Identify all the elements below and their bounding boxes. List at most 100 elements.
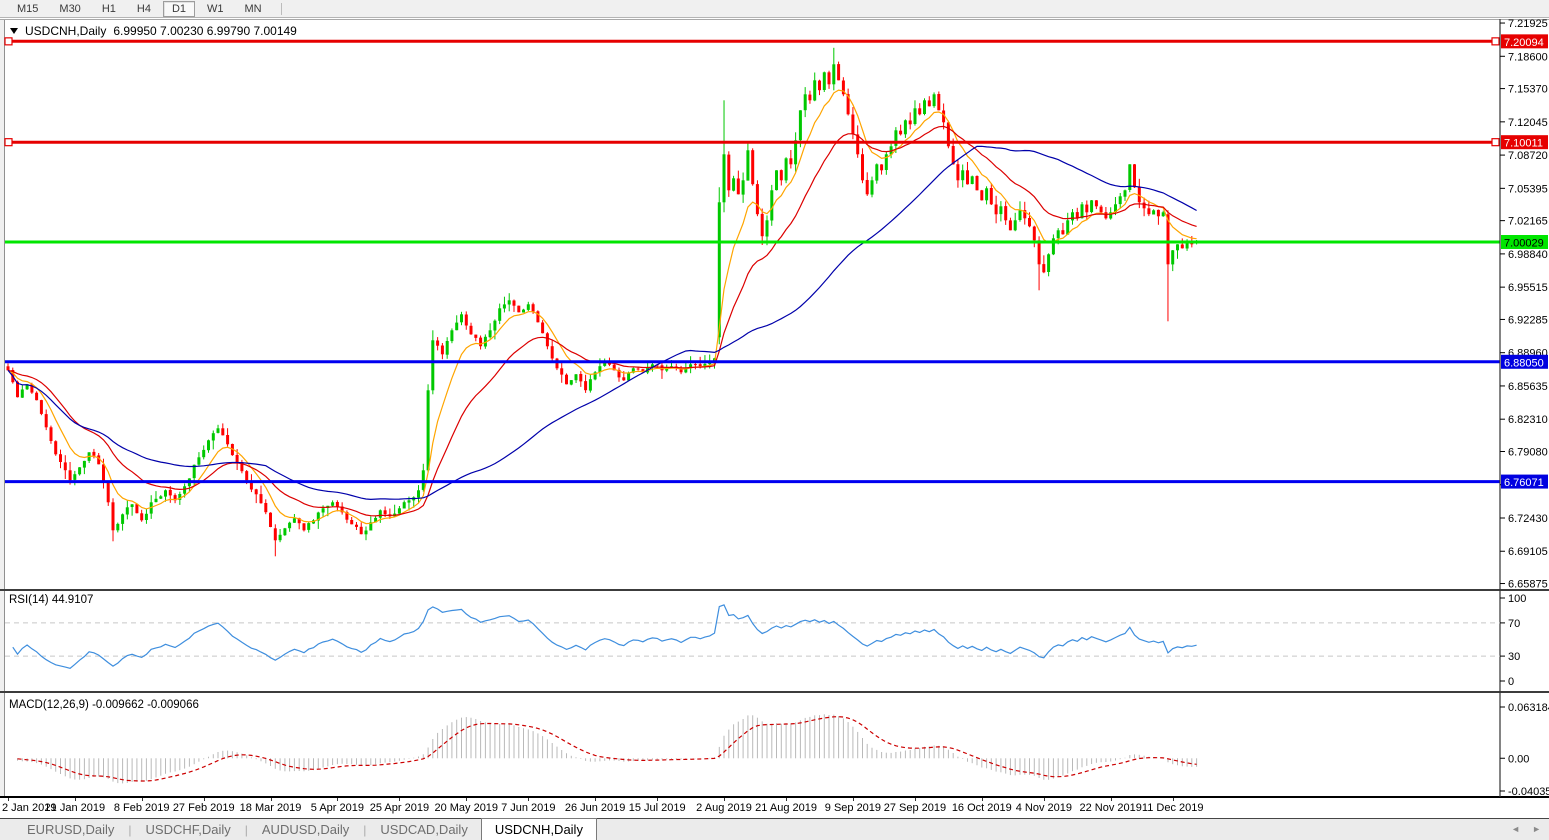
date-tick-mark <box>1172 798 1174 801</box>
price-tick-label: 7.05395 <box>1508 183 1548 195</box>
tab-separator: | <box>363 822 367 837</box>
toolbar-separator <box>280 2 282 15</box>
rsi-tick-label: 0 <box>1508 676 1514 688</box>
tab-usdchf-daily[interactable]: USDCHF,Daily <box>145 822 231 837</box>
price-tick-label: 7.15370 <box>1508 84 1548 96</box>
date-tick-mark <box>466 798 468 801</box>
tab-scroll-left-icon[interactable]: ◄ <box>1511 824 1521 834</box>
price-badge <box>1501 354 1548 369</box>
price-tick-label: 6.79080 <box>1508 446 1548 458</box>
rsi-tick-label: 30 <box>1508 651 1520 663</box>
rsi-panel: 100 70 30 0 <box>5 593 1526 688</box>
date-label: 15 Jul 2019 <box>628 802 686 814</box>
window-left-edge <box>0 19 4 798</box>
date-tick-mark <box>337 798 339 801</box>
tab-scroll-right-icon[interactable]: ► <box>1532 824 1541 834</box>
date-tick-mark <box>852 798 854 801</box>
rsi-tick-label: 100 <box>1508 593 1526 605</box>
price-tick-label: 6.72430 <box>1508 513 1548 525</box>
date-tick-mark <box>141 798 143 801</box>
tab-audusd-daily[interactable]: AUDUSD,Daily <box>261 822 350 837</box>
price-tick-label: 6.98840 <box>1508 249 1548 261</box>
price-chart: 7.21925 7.18600 7.15370 7.12045 7.08720 7.053… <box>0 19 1549 798</box>
chart-background <box>0 19 1549 798</box>
rsi-line <box>12 604 1197 669</box>
tab-separator: | <box>128 822 132 837</box>
tab-usdcnh-daily[interactable]: USDCNH,Daily <box>480 818 597 840</box>
timeframe-toolbar: M15 M30 H1 H4 D1 W1 MN <box>0 0 1549 18</box>
line-handle-left[interactable] <box>4 138 13 147</box>
candlesticks <box>6 47 1199 557</box>
tab-scroll-arrows: ◄ ► <box>1499 824 1541 834</box>
timeframe-button-d1[interactable]: D1 <box>162 0 195 17</box>
date-label: 20 May 2019 <box>434 802 499 814</box>
date-label: 2 Jan 2019 <box>2 802 57 814</box>
tab-eurusd-daily[interactable]: EURUSD,Daily <box>27 822 115 837</box>
date-label: 11 Dec 2019 <box>1141 802 1204 814</box>
line-handle-right[interactable] <box>1491 37 1500 46</box>
price-badge <box>1501 135 1548 150</box>
date-tick-mark <box>1043 798 1045 801</box>
date-label: 27 Sep 2019 <box>883 802 947 814</box>
date-tick-mark <box>786 798 788 801</box>
line-handle-left[interactable] <box>4 37 13 46</box>
macd-tick-label: 0.00 <box>1508 753 1529 765</box>
price-tick-label: 7.18600 <box>1508 51 1548 63</box>
tab-usdcad-daily[interactable]: USDCAD,Daily <box>380 822 468 837</box>
chart-dropdown-icon[interactable] <box>10 28 18 34</box>
timeframe-button-m30[interactable]: M30 <box>59 2 81 15</box>
macd-tick-label: -0.040355 <box>1508 786 1549 798</box>
price-axis: 7.21925 7.18600 7.15370 7.12045 7.08720 7.053… <box>1500 19 1548 591</box>
macd-tick-label: 0.063184 <box>1508 702 1549 714</box>
date-tick-mark <box>1110 798 1112 801</box>
price-tick-label: 7.21925 <box>1508 19 1548 30</box>
date-label: 18 Mar 2019 <box>239 802 302 814</box>
price-badge <box>1501 474 1548 489</box>
chart-title: USDCNH,Daily 6.99950 7.00230 6.99790 7.0… <box>10 24 297 38</box>
date-label: 7 Jun 2019 <box>501 802 556 814</box>
price-tick-label: 7.02165 <box>1508 216 1548 228</box>
timeframe-button-w1[interactable]: W1 <box>207 2 224 15</box>
price-tick-label: 6.85635 <box>1508 381 1548 393</box>
date-tick-mark <box>399 798 401 801</box>
price-tick-label: 6.95515 <box>1508 282 1548 294</box>
price-badge-label: 7.00029 <box>1504 238 1544 250</box>
price-tick-label: 6.92285 <box>1508 314 1548 326</box>
timeframe-button-h4[interactable]: H4 <box>136 2 151 15</box>
date-label: 16 Oct 2019 <box>951 802 1012 814</box>
date-label: 21 Jan 2019 <box>44 802 106 814</box>
macd-panel: 0.063184 0.00 -0.040355 <box>17 702 1549 798</box>
timeframe-buttons: M15 M30 H1 H4 D1 W1 MN <box>8 0 274 17</box>
date-label: 22 Nov 2019 <box>1079 802 1142 814</box>
date-label: 8 Feb 2019 <box>113 802 170 814</box>
timeframe-button-h1[interactable]: H1 <box>101 2 116 15</box>
line-handle-right[interactable] <box>1491 138 1500 147</box>
price-badge-label: 7.10011 <box>1504 138 1543 150</box>
price-badge <box>1501 235 1548 249</box>
chart-symbol-period: USDCNH,Daily <box>25 24 107 38</box>
price-badge-label: 6.88050 <box>1504 357 1544 369</box>
price-badge-label: 7.20094 <box>1504 37 1544 49</box>
symbol-tab-bar: EURUSD,Daily | USDCHF,Daily | AUDUSD,Daily | U… <box>0 818 1549 840</box>
timeframe-button-mn[interactable]: MN <box>244 2 262 15</box>
rsi-label: RSI(14) 44.9107 <box>9 594 94 606</box>
timeframe-button-m15[interactable]: M15 <box>17 2 39 15</box>
date-label: 9 Sep 2019 <box>824 802 882 814</box>
date-tick-mark <box>981 798 983 801</box>
ma-slow-line <box>7 145 1197 501</box>
ma-fast-line <box>7 89 1197 525</box>
price-tick-label: 6.82310 <box>1508 414 1548 426</box>
date-tick-mark <box>528 798 530 801</box>
chart-ohlc-values: 6.99950 7.00230 6.99790 7.00149 <box>113 24 297 38</box>
date-label: 27 Feb 2019 <box>172 802 235 814</box>
date-tick-mark <box>74 798 76 801</box>
date-tick-mark <box>914 798 916 801</box>
price-tick-label: 6.65875 <box>1508 579 1548 591</box>
macd-label: MACD(12,26,9) -0.009662 -0.009066 <box>9 699 199 711</box>
price-tick-label: 7.08720 <box>1508 150 1548 162</box>
price-tick-label: 6.69105 <box>1508 546 1548 558</box>
date-label: 5 Apr 2019 <box>310 802 364 814</box>
date-tick-mark <box>724 798 726 801</box>
date-label: 26 Jun 2019 <box>564 802 626 814</box>
price-tick-label: 7.12045 <box>1508 117 1548 129</box>
